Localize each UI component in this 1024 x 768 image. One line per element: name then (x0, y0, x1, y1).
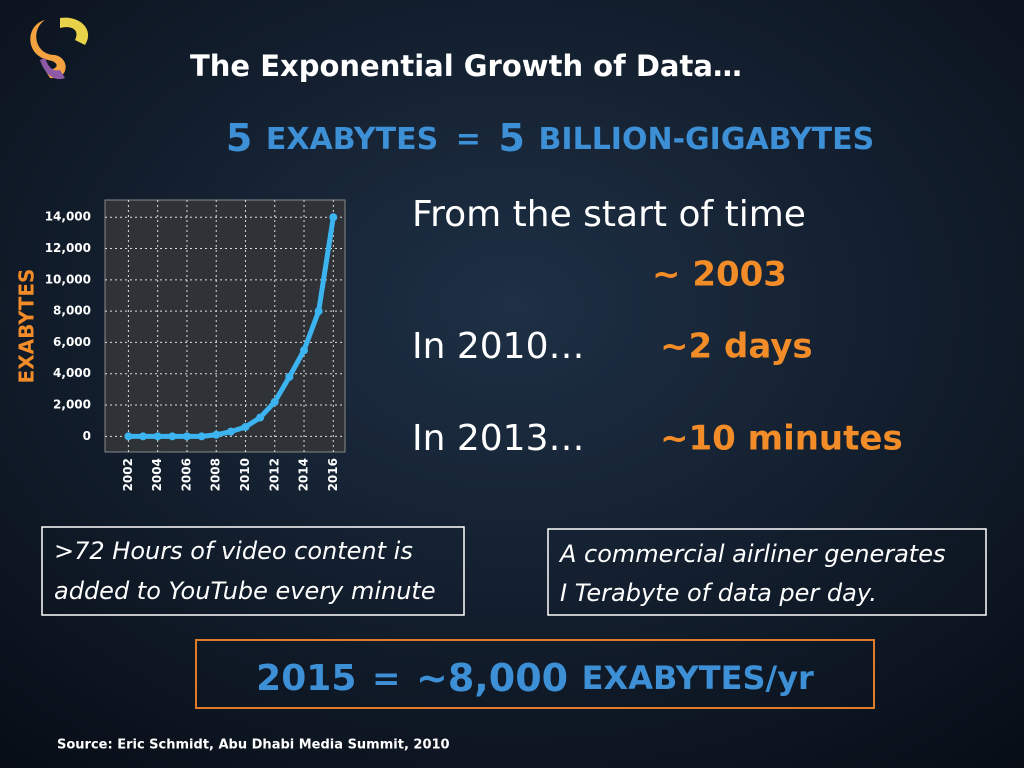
data-point (153, 432, 162, 441)
headline-part: EXABYTES (266, 122, 438, 157)
data-point (168, 432, 177, 441)
x-tick-label: 2008 (209, 458, 223, 491)
data-point (329, 213, 338, 222)
fact-box (547, 528, 987, 616)
summary-part: ~8,000 (416, 656, 568, 700)
y-tick-label: 12,000 (45, 241, 91, 255)
fact-box (41, 526, 465, 616)
x-tick-label: 2012 (267, 458, 281, 491)
summary-part: EXABYTES/yr (582, 659, 814, 697)
fact-label: In 2010… (412, 326, 585, 367)
data-point (139, 432, 148, 441)
x-tick-label: 2004 (150, 458, 164, 491)
source: Source: Eric Schmidt, Abu Dhabi Media Su… (57, 738, 450, 753)
y-tick-label: 0 (83, 429, 91, 443)
y-tick-label: 2,000 (53, 398, 91, 412)
headline: 5 EXABYTES = 5 BILLION-GIGABYTES (226, 116, 874, 160)
fact-value: ~ 2003 (652, 255, 787, 295)
data-point (314, 307, 323, 316)
data-point (197, 432, 206, 441)
box-line: added to YouTube every minute (54, 577, 436, 605)
fact-label: In 2013… (412, 418, 585, 459)
chart: 0 2,000 4,000 6,000 8,000 10,000 12,000 14,000 2… (15, 199, 346, 491)
y-tick-label: 6,000 (53, 335, 91, 349)
summary-box (195, 639, 875, 709)
y-axis-label: EXABYTES (15, 269, 39, 384)
x-tick-label: 2006 (179, 458, 193, 491)
y-tick-label: 14,000 (45, 210, 91, 224)
summary-part: 2015 (256, 658, 356, 699)
summary: 2015 = ~8,000 EXABYTES/yr (256, 656, 814, 700)
x-tick-label: 2014 (297, 458, 311, 491)
logo (30, 17, 89, 80)
plot-area (104, 199, 346, 453)
data-point (270, 397, 279, 406)
fact-label: From the start of time (412, 194, 806, 235)
data-point (212, 430, 221, 439)
data-point (241, 422, 250, 431)
data-point (256, 413, 265, 422)
data-point (124, 432, 133, 441)
y-tick-label: 8,000 (53, 304, 91, 318)
data-point (285, 372, 294, 381)
headline-part: = (456, 122, 481, 157)
x-tick-label: 2002 (121, 458, 135, 491)
y-tick-label: 10,000 (45, 272, 91, 286)
fact-value: ~10 minutes (660, 419, 903, 459)
box-line: >72 Hours of video content is (54, 537, 413, 565)
data-point (226, 427, 235, 436)
box-line: A commercial airliner generates (558, 540, 945, 568)
title: The Exponential Growth of Data… (190, 49, 742, 83)
headline-part: 5 (226, 116, 252, 160)
x-tick-label: 2016 (326, 458, 340, 491)
summary-part: = (372, 659, 401, 699)
data-point (300, 346, 309, 355)
y-tick-label: 4,000 (53, 366, 91, 380)
headline-part: 5 (499, 116, 525, 160)
box-line: I Terabyte of data per day. (560, 579, 877, 607)
headline-part: BILLION-GIGABYTES (539, 122, 875, 157)
x-tick-label: 2010 (238, 458, 252, 491)
fact-value: ~2 days (660, 327, 813, 367)
data-point (182, 432, 191, 441)
